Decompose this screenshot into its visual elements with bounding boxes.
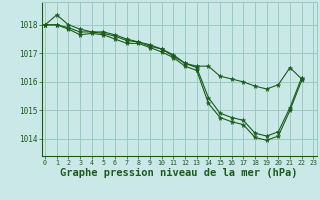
X-axis label: Graphe pression niveau de la mer (hPa): Graphe pression niveau de la mer (hPa) (60, 168, 298, 178)
